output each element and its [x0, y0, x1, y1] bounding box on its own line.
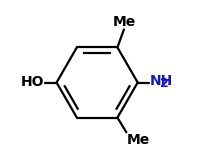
Text: Me: Me	[112, 15, 136, 29]
Text: NH: NH	[149, 74, 173, 88]
Text: 2: 2	[159, 77, 168, 90]
Text: Me: Me	[127, 133, 150, 147]
Text: HO: HO	[21, 76, 44, 89]
